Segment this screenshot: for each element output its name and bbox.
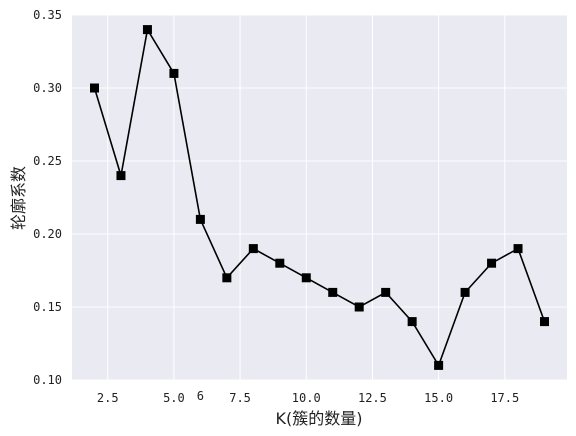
plot-background [72,15,567,380]
data-point-marker [487,258,497,268]
y-tick-label: 0.30 [33,81,62,95]
data-point-marker [116,171,126,181]
data-point-marker [434,360,444,370]
grid-lines [72,14,567,381]
x-tick-label: 12.5 [358,391,387,405]
data-point-marker [301,273,311,283]
x-tick-label: 17.5 [490,391,519,405]
y-tick-label: 0.20 [33,227,62,241]
x-annotation-label: 6 [197,389,204,403]
series-group [90,25,549,370]
series-line [93,27,546,368]
x-tick-label: 5.0 [163,391,185,405]
y-tick-labels: 0.10 0.15 0.20 0.25 0.30 0.35 [33,8,62,387]
data-point-marker [275,258,285,268]
data-point-marker [90,83,99,93]
data-point-marker [540,317,549,327]
data-point-marker [460,287,470,297]
data-point-marker [169,68,179,78]
data-point-marker [328,287,338,297]
x-tick-label: 15.0 [424,391,453,405]
data-point-marker [222,273,232,283]
data-point-marker [407,317,417,327]
data-point-marker [381,287,391,297]
y-axis-title: 轮廓系数 [9,166,28,230]
y-tick-label: 0.15 [33,300,62,314]
y-tick-label: 0.10 [33,373,62,387]
data-point-marker [513,244,523,254]
y-tick-label: 0.35 [33,8,62,22]
x-tick-label: 10.0 [292,391,321,405]
data-point-marker [248,244,258,254]
x-tick-label: 7.5 [229,391,251,405]
x-tick-labels: 2.5 5.0 7.5 10.0 12.5 15.0 17.5 [97,391,519,405]
y-tick-label: 0.25 [33,154,62,168]
data-point-marker [354,302,364,312]
x-tick-label: 2.5 [97,391,119,405]
data-point-marker [142,25,152,35]
x-axis-title: K(簇的数量) [276,409,363,428]
data-point-marker [195,214,205,224]
